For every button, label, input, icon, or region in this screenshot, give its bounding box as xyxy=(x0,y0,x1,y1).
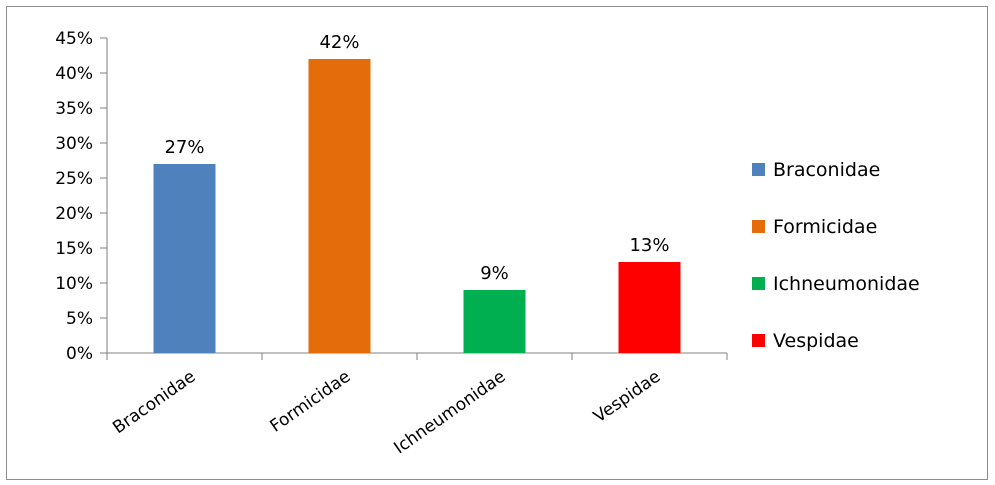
legend-label-formicidae: Formicidae xyxy=(773,216,877,238)
data-label-vespidae: 13% xyxy=(629,235,669,256)
y-tick-label: 10% xyxy=(55,274,93,294)
y-tick-label: 30% xyxy=(55,134,93,154)
y-tick-label: 20% xyxy=(55,204,93,224)
y-tick-label: 35% xyxy=(55,99,93,119)
y-tick-label: 15% xyxy=(55,239,93,259)
category-label-vespidae: Vespidae xyxy=(590,367,664,427)
y-tick-label: 0% xyxy=(66,344,93,364)
legend-label-ichneumonidae: Ichneumonidae xyxy=(773,273,920,295)
y-tick-label: 25% xyxy=(55,169,93,189)
legend-swatch-formicidae xyxy=(752,220,765,233)
legend-swatch-ichneumonidae xyxy=(752,277,765,290)
bar-vespidae xyxy=(618,262,681,353)
bar-formicidae xyxy=(308,59,371,353)
category-label-braconidae: Braconidae xyxy=(109,367,199,438)
y-tick-label: 5% xyxy=(66,309,93,329)
data-label-braconidae: 27% xyxy=(164,137,204,158)
category-label-formicidae: Formicidae xyxy=(266,367,354,437)
legend-swatch-vespidae xyxy=(752,334,765,347)
bar-ichneumonidae xyxy=(463,290,526,353)
data-label-ichneumonidae: 9% xyxy=(480,263,509,284)
y-tick-label: 45% xyxy=(55,29,93,49)
legend-label-braconidae: Braconidae xyxy=(773,159,880,181)
y-tick-label: 40% xyxy=(55,64,93,84)
category-label-ichneumonidae: Ichneumonidae xyxy=(390,367,509,459)
data-label-formicidae: 42% xyxy=(319,32,359,53)
bar-braconidae xyxy=(153,164,216,353)
legend-swatch-braconidae xyxy=(752,163,765,176)
legend-label-vespidae: Vespidae xyxy=(773,330,859,352)
